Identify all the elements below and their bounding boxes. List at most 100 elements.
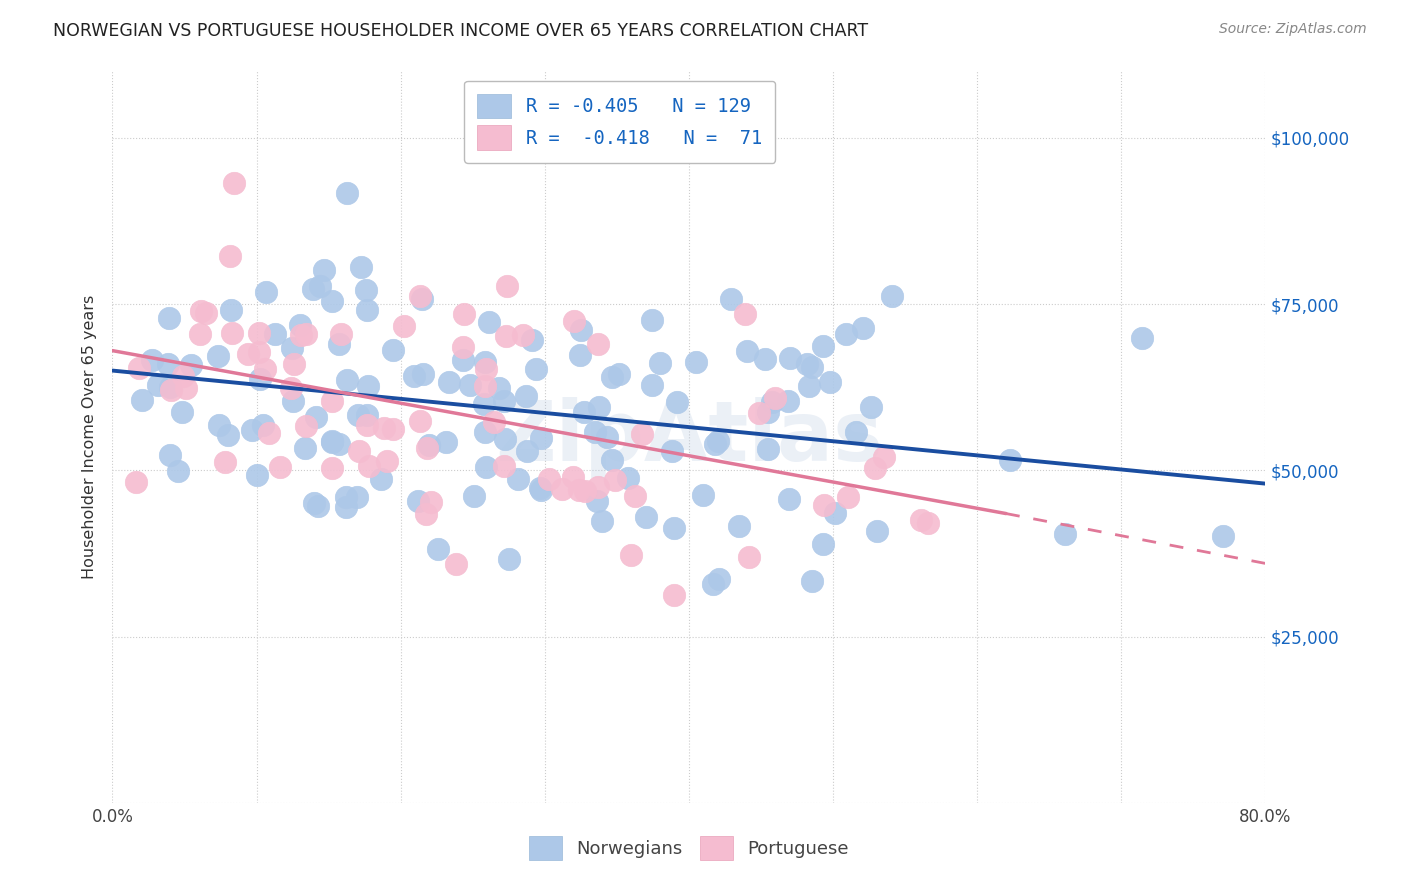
Point: [148, 377, 170, 392]
Point: [172, 369, 194, 384]
Point: [665, 394, 688, 409]
Point: [208, 418, 231, 433]
Point: [409, 414, 432, 428]
Point: [302, 282, 325, 296]
Point: [530, 483, 553, 497]
Point: [496, 278, 519, 293]
Point: [290, 328, 312, 343]
Point: [157, 311, 180, 326]
Point: [834, 326, 856, 341]
Point: [246, 467, 269, 482]
Point: [475, 362, 498, 376]
Point: [763, 391, 786, 405]
Point: [328, 336, 350, 351]
Point: [506, 472, 529, 486]
Point: [586, 480, 609, 494]
Point: [522, 334, 544, 348]
Point: [623, 489, 645, 503]
Point: [585, 494, 607, 508]
Point: [159, 380, 181, 394]
Point: [779, 492, 801, 507]
Point: [636, 510, 658, 524]
Point: [160, 383, 183, 397]
Point: [420, 495, 443, 509]
Point: [662, 588, 685, 602]
Point: [664, 521, 686, 535]
Point: [799, 379, 821, 393]
Point: [561, 470, 583, 484]
Point: [295, 419, 318, 434]
Point: [356, 303, 378, 318]
Point: [811, 537, 834, 551]
Point: [837, 490, 859, 504]
Point: [406, 494, 429, 508]
Point: [818, 375, 841, 389]
Text: ZipAtlas: ZipAtlas: [495, 397, 883, 477]
Point: [167, 464, 190, 478]
Point: [283, 357, 305, 371]
Point: [917, 516, 939, 531]
Point: [346, 490, 368, 504]
Point: [131, 393, 153, 408]
Point: [586, 336, 609, 351]
Point: [492, 458, 515, 473]
Point: [451, 340, 474, 354]
Point: [221, 326, 243, 340]
Point: [335, 490, 357, 504]
Point: [1130, 331, 1153, 345]
Point: [474, 425, 496, 439]
Point: [640, 313, 662, 327]
Point: [409, 289, 432, 303]
Text: NORWEGIAN VS PORTUGUESE HOUSEHOLDER INCOME OVER 65 YEARS CORRELATION CHART: NORWEGIAN VS PORTUGUESE HOUSEHOLDER INCO…: [53, 22, 869, 40]
Point: [524, 361, 547, 376]
Point: [472, 397, 495, 411]
Point: [194, 306, 217, 320]
Point: [264, 326, 287, 341]
Point: [596, 430, 619, 444]
Point: [416, 441, 439, 455]
Point: [824, 506, 846, 520]
Point: [591, 514, 613, 528]
Point: [779, 351, 801, 365]
Point: [176, 381, 198, 395]
Point: [156, 357, 179, 371]
Point: [538, 472, 561, 486]
Point: [307, 499, 329, 513]
Point: [583, 425, 606, 440]
Point: [515, 443, 537, 458]
Point: [734, 307, 756, 321]
Point: [321, 434, 343, 449]
Point: [863, 460, 886, 475]
Point: [281, 394, 304, 409]
Point: [569, 348, 592, 362]
Point: [640, 378, 662, 392]
Point: [474, 355, 496, 369]
Point: [998, 453, 1021, 467]
Point: [439, 376, 461, 390]
Point: [302, 496, 325, 510]
Point: [247, 326, 270, 341]
Point: [748, 406, 770, 420]
Point: [373, 421, 395, 435]
Point: [426, 542, 449, 557]
Point: [758, 442, 780, 456]
Point: [357, 458, 380, 473]
Point: [412, 367, 434, 381]
Point: [254, 285, 277, 299]
Point: [600, 453, 623, 467]
Point: [370, 472, 392, 486]
Point: [281, 342, 304, 356]
Point: [207, 350, 229, 364]
Y-axis label: Householder Income Over 65 years: Householder Income Over 65 years: [82, 295, 97, 579]
Point: [630, 426, 652, 441]
Point: [707, 434, 730, 449]
Point: [128, 361, 150, 376]
Point: [252, 418, 274, 433]
Point: [336, 373, 359, 387]
Point: [488, 381, 510, 395]
Text: Source: ZipAtlas.com: Source: ZipAtlas.com: [1219, 22, 1367, 37]
Point: [329, 326, 352, 341]
Point: [446, 557, 468, 571]
Point: [321, 394, 343, 409]
Point: [482, 416, 505, 430]
